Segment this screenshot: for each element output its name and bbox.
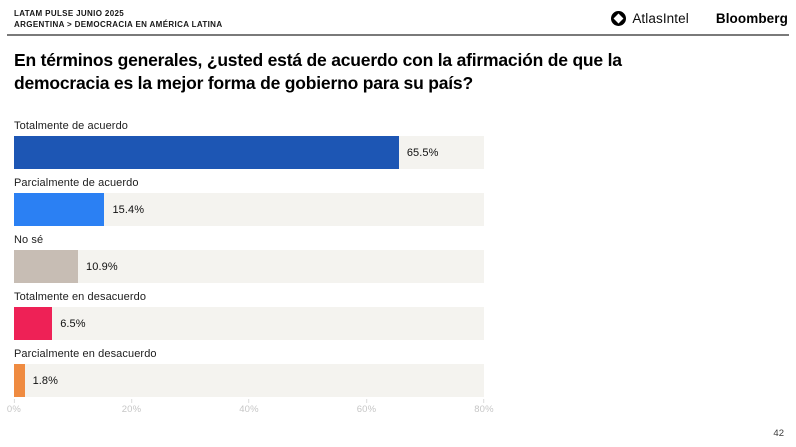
x-axis: 0% 20% 40% 60% 80% [7,399,494,417]
bloomberg-logo-text: Bloomberg [715,10,788,26]
x-tick-label: 20% [121,404,142,415]
page-title: En términos generales, ¿usted está de ac… [14,50,622,93]
bar-row: Totalmente de acuerdo 65.5% [14,120,484,169]
header-divider [7,34,789,36]
bar [14,193,105,226]
bar [14,364,25,397]
bar-track: 1.8% [14,364,484,397]
atlasintel-logo-text: AtlasIntel [632,10,689,26]
bar [14,136,399,169]
bar-track: 6.5% [14,307,484,340]
x-tick: 60% [357,399,377,415]
x-tick-label: 40% [239,404,259,415]
x-tick-label: 80% [474,404,494,415]
bar-row: Parcialmente en desacuerdo 1.8% [14,348,484,397]
bar-label: Parcialmente en desacuerdo [14,348,157,360]
bar-value: 65.5% [406,146,439,159]
bar-value: 6.5% [60,317,86,330]
atlasintel-logo-icon [611,10,627,26]
bar-label: No sé [14,234,44,246]
bar-row: No sé 10.9% [14,234,484,283]
x-tick-mark [248,399,250,403]
bar-value: 1.8% [32,374,59,387]
bar-track: 15.4% [14,193,484,226]
bar-track: 10.9% [14,250,484,283]
header-meta: LATAM PULSE JUNIO 2025 ARGENTINA > DEMOC… [14,8,222,30]
bar-value: 15.4% [112,203,145,216]
atlasintel-logo: AtlasIntel [611,10,689,26]
bar-value: 10.9% [86,260,118,273]
x-tick: 0% [7,399,21,415]
x-tick-mark [13,399,15,403]
x-tick: 20% [122,399,142,415]
header-logos: AtlasIntel Bloomberg [611,7,788,29]
x-tick-mark [366,399,367,403]
bar-label: Parcialmente de acuerdo [14,177,139,189]
bar-track: 65.5% [14,136,484,169]
bar-chart: Totalmente de acuerdo 65.5% Parcialmente… [14,120,484,405]
x-tick: 80% [474,399,494,415]
bar-rows: Totalmente de acuerdo 65.5% Parcialmente… [14,120,484,397]
bar [14,307,53,340]
bar-label: Totalmente en desacuerdo [14,291,147,303]
x-tick-label: 0% [6,404,22,415]
x-tick-label: 60% [356,404,377,415]
x-tick-mark [131,399,132,403]
report-title: LATAM PULSE JUNIO 2025 [14,9,125,18]
bar-label: Totalmente de acuerdo [14,120,129,132]
x-tick-mark [483,399,485,403]
page-number: 42 [773,428,784,439]
bar-row: Totalmente en desacuerdo 6.5% [14,291,484,340]
bar [14,250,79,283]
breadcrumb: ARGENTINA > DEMOCRACIA EN AMÉRICA LATINA [14,20,223,29]
x-tick: 40% [239,399,259,415]
bar-row: Parcialmente de acuerdo 15.4% [14,177,484,226]
